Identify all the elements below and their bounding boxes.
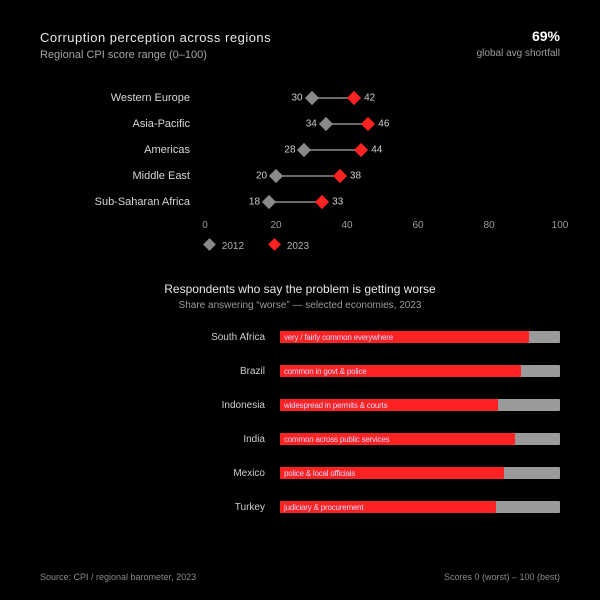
bar-row: Turkey judiciary & procurement <box>70 490 560 524</box>
legend-label-high: 2023 <box>287 241 309 252</box>
dumbbell-row-plot: 1833 <box>205 189 560 215</box>
dumbbell-dot-low <box>269 169 283 183</box>
dumbbell-row-label: Asia-Pacific <box>40 118 200 130</box>
dumbbell-value-high: 38 <box>350 171 361 182</box>
bar-row-plot: judiciary & procurement <box>280 490 560 524</box>
dumbbell-legend: 2012 2023 <box>205 240 309 252</box>
legend-marker-high <box>268 238 281 251</box>
dumbbell-tick: 40 <box>341 220 352 231</box>
dumbbell-value-high: 46 <box>378 119 389 130</box>
bar-inner-text: common across public services <box>280 435 389 444</box>
dumbbell-row-label: Americas <box>40 144 200 156</box>
dumbbell-axis: 020406080100 <box>205 220 560 240</box>
dumbbell-row: Americas 28 44 <box>40 137 560 163</box>
bar-inner-text: police & local officials <box>280 469 355 478</box>
dumbbell-value-low: 34 <box>306 119 317 130</box>
bar-chart: South Africa very / fairly common everywh… <box>70 320 560 540</box>
dumbbell-row: Western Europe 30 42 <box>40 85 560 111</box>
bar-inner: very / fairly common everywhere <box>280 331 529 343</box>
dumbbell-tick: 20 <box>270 220 281 231</box>
dumbbell-row: Asia-Pacific 34 46 <box>40 111 560 137</box>
bar-row: India common across public services <box>70 422 560 456</box>
dumbbell-tick: 60 <box>412 220 423 231</box>
dumbbell-dot-high <box>354 143 368 157</box>
bar-row-label: India <box>70 434 275 445</box>
footer: Source: CPI / regional barometer, 2023 S… <box>40 572 560 582</box>
bar-inner-text: very / fairly common everywhere <box>280 333 393 342</box>
dumbbell-connector <box>276 175 340 177</box>
dumbbell-tick: 80 <box>483 220 494 231</box>
bar-inner: common in govt & police <box>280 365 521 377</box>
dumbbell-tick: 0 <box>202 220 208 231</box>
dumbbell-value-high: 33 <box>332 197 343 208</box>
footer-right: Scores 0 (worst) – 100 (best) <box>444 572 560 582</box>
bar-row: South Africa very / fairly common everywh… <box>70 320 560 354</box>
dumbbell-row-plot: 30 42 <box>205 85 560 111</box>
dumbbell-row-label: Sub-Saharan Africa <box>40 196 200 208</box>
header-percent: 69% <box>532 28 560 44</box>
dumbbell-row-label: Western Europe <box>40 92 200 104</box>
bar-row-plot: common in govt & police <box>280 354 560 388</box>
dumbbell-row: Middle East2038 <box>40 163 560 189</box>
chart-root: Corruption perception across regions Reg… <box>0 0 600 600</box>
bar-row-plot: police & local officials <box>280 456 560 490</box>
dumbbell-row: Sub-Saharan Africa1833 <box>40 189 560 215</box>
dumbbell-row-plot: 28 44 <box>205 137 560 163</box>
header: Corruption perception across regions Reg… <box>40 30 560 61</box>
bar-inner-text: common in govt & police <box>280 367 367 376</box>
bar-row-label: Mexico <box>70 468 275 479</box>
legend-item-high: 2023 <box>270 240 309 252</box>
dumbbell-value-low: 20 <box>256 171 267 182</box>
bar-row-label: Indonesia <box>70 400 275 411</box>
bar-inner-text: widespread in permits & courts <box>280 401 387 410</box>
legend-label-low: 2012 <box>222 241 244 252</box>
dumbbell-row-label: Middle East <box>40 170 200 182</box>
bar-row-plot: common across public services <box>280 422 560 456</box>
bar-row: Indonesia widespread in permits & courts <box>70 388 560 422</box>
bar-inner: judiciary & procurement <box>280 501 496 513</box>
dumbbell-dot-high <box>333 169 347 183</box>
dumbbell-value-low: 18 <box>249 197 260 208</box>
bar-row: Mexico police & local officials <box>70 456 560 490</box>
dumbbell-chart: Western Europe 30 42 Asia-Pacific 34 46 Americ… <box>40 85 560 235</box>
bar-row-label: South Africa <box>70 332 275 343</box>
bars-title: Respondents who say the problem is getti… <box>40 282 560 296</box>
bar-row-plot: very / fairly common everywhere <box>280 320 560 354</box>
dumbbell-row-plot: 2038 <box>205 163 560 189</box>
dumbbell-dot-high <box>361 117 375 131</box>
dumbbell-dot-low <box>319 117 333 131</box>
bar-inner: common across public services <box>280 433 515 445</box>
header-percent-caption: global avg shortfall <box>477 48 560 59</box>
bar-row-label: Turkey <box>70 502 275 513</box>
bar-row-label: Brazil <box>70 366 275 377</box>
footer-left: Source: CPI / regional barometer, 2023 <box>40 572 196 582</box>
dumbbell-dot-high <box>347 91 361 105</box>
dumbbell-dot-low <box>262 195 276 209</box>
dumbbell-dot-low <box>304 91 318 105</box>
dumbbell-dot-low <box>297 143 311 157</box>
dumbbell-tick: 100 <box>552 220 569 231</box>
chart-title: Corruption perception across regions <box>40 30 560 45</box>
bar-inner: police & local officials <box>280 467 504 479</box>
bar-inner: widespread in permits & courts <box>280 399 498 411</box>
dumbbell-value-high: 42 <box>364 93 375 104</box>
bars-subtitle: Share answering “worse” — selected econo… <box>40 300 560 311</box>
dumbbell-row-plot: 34 46 <box>205 111 560 137</box>
dumbbell-value-low: 28 <box>284 145 295 156</box>
dumbbell-value-high: 44 <box>371 145 382 156</box>
dumbbell-value-low: 30 <box>292 93 303 104</box>
bar-inner-text: judiciary & procurement <box>280 503 363 512</box>
legend-item-low: 2012 <box>205 240 244 252</box>
bar-row-plot: widespread in permits & courts <box>280 388 560 422</box>
legend-marker-low <box>203 238 216 251</box>
bar-row: Brazil common in govt & police <box>70 354 560 388</box>
dumbbell-dot-high <box>315 195 329 209</box>
